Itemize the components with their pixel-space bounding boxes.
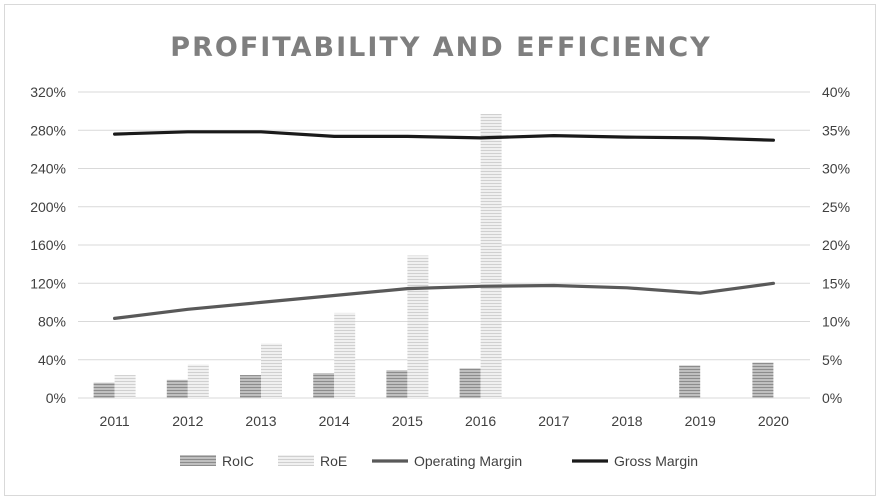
- x-tick-label: 2013: [245, 413, 276, 429]
- right-axis-ticks: 0% 5% 10% 15% 20% 25% 30% 35% 40%: [822, 84, 850, 406]
- chart-frame: [4, 4, 876, 496]
- x-tick-label: 2014: [319, 413, 350, 429]
- left-tick-label: 80%: [38, 314, 66, 330]
- bar-roe: [407, 255, 429, 398]
- x-tick-label: 2011: [100, 413, 130, 429]
- x-tick-label: 2019: [685, 413, 716, 429]
- left-tick-label: 0%: [46, 390, 66, 406]
- right-tick-label: 0%: [822, 390, 842, 406]
- legend-label-operating-margin: Operating Margin: [414, 453, 522, 469]
- right-tick-label: 25%: [822, 199, 850, 215]
- chart-title: PROFITABILITY AND EFFICIENCY: [170, 32, 711, 63]
- line-gross-margin: [112, 130, 776, 142]
- left-tick-label: 160%: [30, 237, 66, 253]
- x-tick-label: 2012: [172, 413, 203, 429]
- left-tick-label: 240%: [30, 161, 66, 177]
- right-tick-label: 40%: [822, 84, 850, 100]
- right-tick-label: 5%: [822, 352, 842, 368]
- right-tick-label: 15%: [822, 275, 850, 291]
- bar-roic: [93, 382, 115, 398]
- bar-roic: [386, 370, 408, 398]
- left-tick-label: 320%: [30, 84, 66, 100]
- bar-roe: [114, 375, 136, 398]
- left-tick-label: 40%: [38, 352, 66, 368]
- legend-label-gross-margin: Gross Margin: [614, 453, 698, 469]
- bar-roic: [679, 365, 701, 398]
- line-operating-margin: [112, 281, 776, 320]
- bar-roe: [261, 343, 282, 398]
- right-tick-label: 10%: [822, 314, 850, 330]
- legend-label-roic: RoIC: [222, 453, 254, 469]
- bar-roe: [187, 364, 209, 398]
- x-tick-label: 2016: [465, 413, 496, 429]
- legend-label-roe: RoE: [320, 453, 347, 469]
- bar-roic: [459, 368, 481, 398]
- legend-swatch-roic: [180, 455, 216, 466]
- bar-roe: [480, 113, 502, 399]
- bar-roic: [313, 373, 335, 398]
- left-tick-label: 120%: [30, 275, 66, 291]
- x-tick-label: 2015: [392, 413, 423, 429]
- legend-swatch-roe: [278, 455, 314, 466]
- x-tick-label: 2017: [538, 413, 569, 429]
- bar-roic: [752, 362, 774, 398]
- right-tick-label: 30%: [822, 161, 850, 177]
- left-tick-label: 200%: [30, 199, 66, 215]
- bar-roe: [334, 312, 356, 398]
- x-axis-ticks: 2011 2012 2013 2014 2015 2016 2017 2018 2019 2020: [100, 413, 790, 429]
- x-tick-label: 2020: [758, 413, 789, 429]
- bar-roic: [240, 375, 261, 398]
- bar-roic: [166, 379, 188, 398]
- right-tick-label: 20%: [822, 237, 850, 253]
- left-tick-label: 280%: [30, 122, 66, 138]
- bars: [93, 113, 774, 399]
- lines: [112, 130, 776, 320]
- right-tick-label: 35%: [822, 122, 850, 138]
- left-axis-ticks: 0% 40% 80% 120% 160% 200% 240% 280% 320%: [30, 84, 66, 406]
- x-tick-label: 2018: [611, 413, 642, 429]
- legend: RoIC RoE Operating Margin Gross Margin: [180, 453, 698, 469]
